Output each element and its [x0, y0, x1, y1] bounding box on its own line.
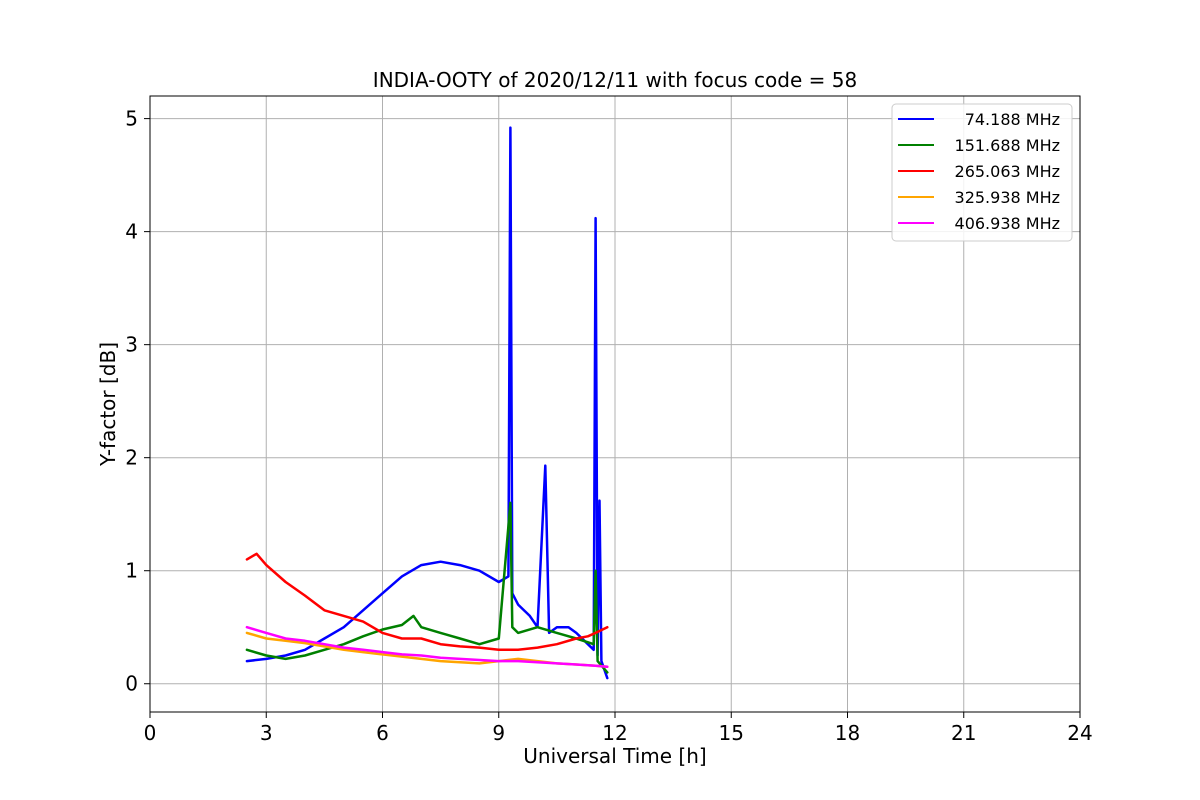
legend-label-406-938-mhz: 406.938 MHz: [955, 214, 1060, 233]
legend-label-265-063-mhz: 265.063 MHz: [955, 162, 1060, 181]
series-line-406-938-mhz: [245, 625, 609, 669]
y-axis: 0 1 2 3 4 5: [125, 107, 150, 696]
x-tick-label: 0: [144, 721, 157, 745]
x-tick-label: 15: [719, 721, 744, 745]
x-tick-label: 6: [376, 721, 389, 745]
plot-area: [245, 126, 609, 680]
x-tick-label: 24: [1067, 721, 1092, 745]
y-tick-label: 3: [125, 333, 138, 357]
y-tick-label: 5: [125, 107, 138, 131]
y-axis-label: Y-factor [dB]: [96, 342, 120, 467]
legend-label-74-188-mhz: 74.188 MHz: [965, 110, 1060, 129]
chart-title: INDIA-OOTY of 2020/12/11 with focus code…: [373, 68, 857, 92]
legend-label-325-938-mhz: 325.938 MHz: [955, 188, 1060, 207]
y-tick-label: 2: [125, 446, 138, 470]
series-line-265-063-mhz: [245, 552, 609, 652]
x-tick-label: 12: [602, 721, 627, 745]
x-tick-label: 18: [835, 721, 860, 745]
x-tick-label: 21: [951, 721, 976, 745]
y-tick-label: 0: [125, 672, 138, 696]
y-tick-label: 1: [125, 559, 138, 583]
x-tick-label: 3: [260, 721, 273, 745]
x-axis-label: Universal Time [h]: [523, 744, 706, 768]
legend-box: [891, 103, 1073, 242]
legend-label-151-688-mhz: 151.688 MHz: [955, 136, 1060, 155]
legend: 74.188 MHz 151.688 MHz 265.063 MHz 325.938 …: [891, 103, 1073, 242]
y-tick-label: 4: [125, 220, 138, 244]
x-axis: 0 3 6 9 12 15 18 21 24: [144, 712, 1093, 745]
x-tick-label: 9: [492, 721, 505, 745]
series-line-151-688-mhz: [245, 501, 609, 674]
series-line-74-188-mhz: [245, 126, 609, 680]
